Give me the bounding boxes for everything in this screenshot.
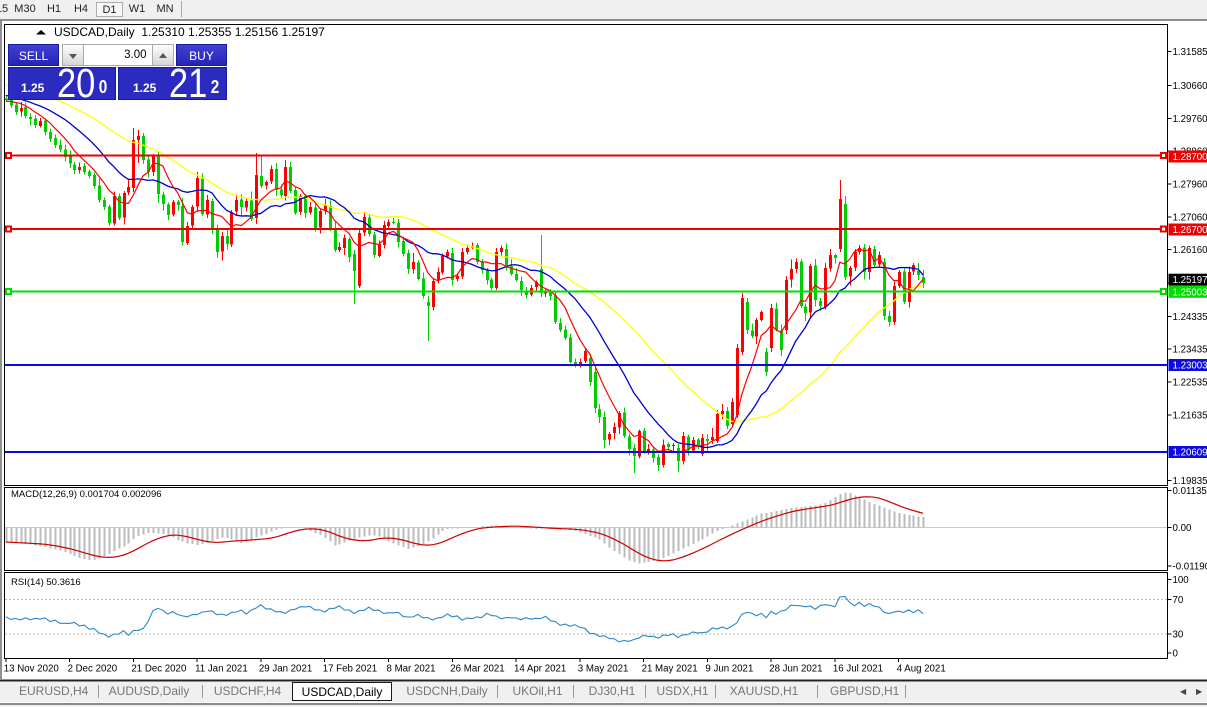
svg-text:1.22535: 1.22535 (1173, 378, 1207, 389)
svg-text:1.27060: 1.27060 (1173, 212, 1207, 223)
svg-text:USDCAD,Daily 1.25310 1.25355: USDCAD,Daily 1.25310 1.25355 1.25156 1.2… (54, 25, 325, 39)
svg-text:13 Nov 2020: 13 Nov 2020 (4, 664, 60, 675)
svg-text:0: 0 (1173, 648, 1179, 659)
svg-text:8 Mar 2021: 8 Mar 2021 (387, 664, 436, 675)
svg-text:1.23435: 1.23435 (1173, 345, 1207, 356)
svg-text:MACD(12,26,9) 0.001704 0.00209: MACD(12,26,9) 0.001704 0.002096 (11, 489, 162, 500)
svg-text:1.31585: 1.31585 (1173, 47, 1207, 58)
svg-text:1.19835: 1.19835 (1173, 476, 1207, 487)
svg-text:1.27960: 1.27960 (1173, 180, 1207, 191)
svg-text:28 Jun 2021: 28 Jun 2021 (769, 664, 822, 675)
svg-text:11 Jan 2021: 11 Jan 2021 (195, 664, 248, 675)
svg-text:1.30660: 1.30660 (1173, 81, 1207, 92)
svg-text:1.26700: 1.26700 (1173, 225, 1207, 236)
svg-text:1.28700: 1.28700 (1173, 152, 1207, 163)
svg-text:21 Dec 2020: 21 Dec 2020 (131, 664, 187, 675)
svg-text:100: 100 (1173, 575, 1190, 586)
svg-text:-0.01190: -0.01190 (1173, 562, 1207, 573)
svg-text:1.21635: 1.21635 (1173, 410, 1207, 421)
svg-text:17 Feb 2021: 17 Feb 2021 (323, 664, 377, 675)
svg-text:1.25197: 1.25197 (1173, 275, 1207, 286)
svg-text:RSI(14) 50.3616: RSI(14) 50.3616 (11, 577, 81, 588)
svg-text:70: 70 (1173, 595, 1184, 606)
svg-text:0.00: 0.00 (1173, 523, 1192, 534)
svg-text:4 Aug 2021: 4 Aug 2021 (897, 664, 946, 675)
svg-text:1.23003: 1.23003 (1173, 361, 1207, 372)
svg-text:1.29760: 1.29760 (1173, 114, 1207, 125)
svg-text:21 May 2021: 21 May 2021 (642, 664, 698, 675)
svg-text:9 Jun 2021: 9 Jun 2021 (705, 664, 753, 675)
svg-text:1.25003: 1.25003 (1173, 287, 1207, 298)
svg-text:30: 30 (1173, 629, 1184, 640)
svg-text:3 May 2021: 3 May 2021 (578, 664, 629, 675)
svg-text:0.01135: 0.01135 (1173, 486, 1207, 497)
svg-text:26 Mar 2021: 26 Mar 2021 (450, 664, 504, 675)
svg-text:29 Jan 2021: 29 Jan 2021 (259, 664, 312, 675)
svg-text:2 Dec 2020: 2 Dec 2020 (68, 664, 118, 675)
svg-text:1.20609: 1.20609 (1173, 448, 1207, 459)
svg-text:14 Apr 2021: 14 Apr 2021 (514, 664, 566, 675)
svg-text:1.26160: 1.26160 (1173, 245, 1207, 256)
svg-text:1.24335: 1.24335 (1173, 312, 1207, 323)
svg-text:16 Jul 2021: 16 Jul 2021 (833, 664, 883, 675)
